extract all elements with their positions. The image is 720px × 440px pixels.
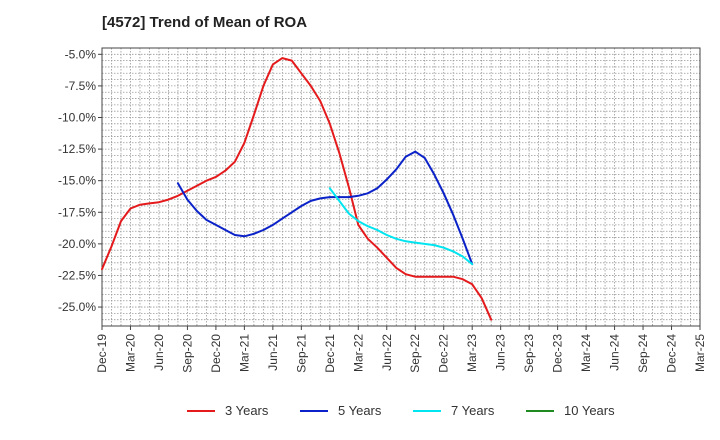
y-tick-label: -15.0%	[58, 174, 96, 188]
x-tick-label: Dec-21	[323, 334, 337, 373]
x-tick-label: Dec-23	[551, 334, 565, 373]
x-tick-label: Mar-22	[351, 334, 365, 372]
x-tick-label: Sep-24	[636, 334, 650, 373]
y-tick-label: -10.0%	[58, 111, 96, 125]
x-tick-label: Sep-23	[522, 334, 536, 373]
y-tick-label: -5.0%	[65, 47, 97, 61]
x-tick-label: Mar-21	[237, 334, 251, 372]
series-layer	[101, 57, 493, 321]
x-tick-label: Jun-20	[152, 334, 166, 371]
chart-title: [4572] Trend of Mean of ROA	[102, 14, 308, 31]
plot-frame	[101, 47, 701, 327]
series-line-5-years	[176, 150, 474, 266]
y-tick-label: -25.0%	[58, 300, 96, 314]
legend: 3 Years 5 Years 7 Years 10 Years	[187, 403, 615, 418]
x-tick-label: Jun-21	[266, 334, 280, 371]
x-tick-label: Mar-25	[693, 334, 707, 372]
legend-label-5-years: 5 Years	[338, 403, 382, 418]
legend-label-3-years: 3 Years	[225, 403, 269, 418]
x-tick-label: Sep-22	[408, 334, 422, 373]
x-tick-label: Jun-23	[494, 334, 508, 371]
x-tick-label: Dec-24	[665, 334, 679, 373]
grid-layer	[102, 48, 700, 326]
y-tick-label: -20.0%	[58, 237, 96, 251]
legend-label-7-years: 7 Years	[451, 403, 495, 418]
x-tick-label: Sep-20	[180, 334, 194, 373]
x-tick-label: Jun-24	[608, 334, 622, 371]
x-tick-label: Dec-22	[437, 334, 451, 373]
x-tick-label: Sep-21	[294, 334, 308, 373]
x-axis-labels: Dec-19 Mar-20 Jun-20 Sep-20 Dec-20 Mar-21 Jun-…	[95, 326, 707, 373]
x-tick-label: Mar-24	[579, 334, 593, 372]
series-line-7-years	[328, 187, 474, 266]
x-tick-label: Jun-22	[380, 334, 394, 371]
y-tick-label: -12.5%	[58, 142, 96, 156]
y-tick-label: -7.5%	[65, 79, 97, 93]
legend-label-10-years: 10 Years	[564, 403, 615, 418]
series-line-3-years	[101, 57, 493, 321]
y-tick-label: -17.5%	[58, 205, 96, 219]
x-tick-label: Mar-23	[465, 334, 479, 372]
x-tick-label: Mar-20	[123, 334, 137, 372]
x-tick-label: Dec-20	[209, 334, 223, 373]
x-tick-label: Dec-19	[95, 334, 109, 373]
y-axis-labels: -5.0% -7.5% -10.0% -12.5% -15.0% -17.5% -20.0%…	[58, 47, 102, 314]
y-tick-label: -22.5%	[58, 268, 96, 282]
